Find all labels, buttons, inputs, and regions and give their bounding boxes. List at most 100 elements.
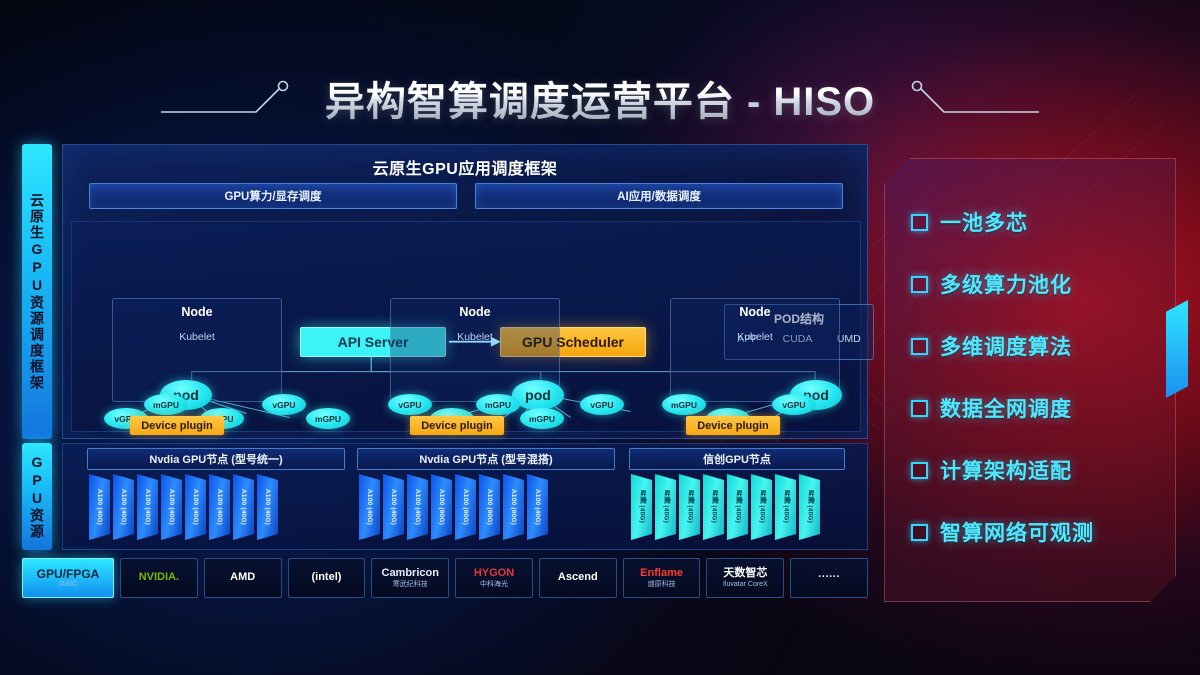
node-2-title: Node: [739, 305, 771, 319]
gpu-group-nvidia-uniform: Nvdia GPU节点 (型号统一) A100 (40G) A100 (40G) A…: [87, 448, 345, 547]
vendor-logo-2-name: AMD: [230, 571, 256, 584]
node-1-kubelet: Kubelet: [457, 331, 493, 343]
node-0-device-plugin[interactable]: Device plugin: [130, 416, 224, 435]
gpu-group-0-rack: A100 (40G) A100 (40G) A100 (40G) A100 (40G)…: [89, 474, 343, 544]
feature-item-5-label: 智算网络可观测: [940, 522, 1094, 545]
gpu-scheduler-node[interactable]: GPU Scheduler: [500, 327, 646, 357]
vendor-logo-1[interactable]: NVIDIA.: [120, 558, 198, 598]
node-2-gpu-0[interactable]: mGPU: [662, 394, 706, 415]
feature-item-0[interactable]: 一池多芯: [911, 191, 1175, 253]
pod-badge-1[interactable]: pod: [512, 380, 564, 410]
checkbox-square-icon: [911, 276, 928, 293]
gpu-card-1-0[interactable]: A100 (40G): [359, 474, 380, 540]
node-1-device-plugin[interactable]: Device plugin: [410, 416, 504, 435]
vendor-logo-9[interactable]: ······: [790, 558, 869, 598]
vendor-logo-4[interactable]: Cambricon 寒武纪科技: [371, 558, 450, 598]
pod-structure-box: POD结构 APP CUDA UMD: [724, 304, 874, 360]
vendor-logo-9-name: ······: [818, 571, 841, 584]
gpu-card-1-3[interactable]: A100 (80G): [431, 474, 452, 540]
vendor-logo-7[interactable]: Enflame 燧原科技: [622, 558, 701, 598]
node-0-gpu-0-label: vGPU: [114, 413, 138, 424]
vendor-logo-1-name: NVIDIA.: [138, 571, 180, 584]
node-1-gpu-4[interactable]: vGPU: [580, 394, 624, 415]
node-2-device-plugin-label: Device plugin: [697, 419, 769, 432]
gpu-card-0-4[interactable]: A100 (40G): [185, 474, 206, 540]
vendor-logo-3[interactable]: (intel): [287, 558, 366, 598]
feature-item-1[interactable]: 多级算力池化: [911, 253, 1175, 315]
gpu-card-0-3[interactable]: A100 (40G): [161, 474, 182, 540]
feature-item-3[interactable]: 数据全网调度: [911, 377, 1175, 439]
gpu-card-2-1[interactable]: 昇腾 (40G): [655, 474, 676, 540]
api-server-label: API Server: [337, 334, 409, 350]
gpu-card-1-2-label: A100 (40G): [414, 489, 421, 525]
checkbox-square-icon: [911, 462, 928, 479]
gpu-card-1-1-label: A100 (40G): [390, 489, 397, 525]
gpu-card-2-4[interactable]: 昇腾 (40G): [727, 474, 748, 540]
gpu-card-2-3[interactable]: 昇腾 (40G): [703, 474, 724, 540]
node-0-gpu-3[interactable]: vGPU: [262, 394, 306, 415]
gpu-scheduler-label: GPU Scheduler: [522, 334, 624, 350]
gpu-card-1-7-label: A100 (40G): [534, 489, 541, 525]
gpu-card-2-5[interactable]: 昇腾 (40G): [751, 474, 772, 540]
gpu-card-1-7[interactable]: A100 (40G): [527, 474, 548, 540]
node-0-title: Node: [181, 305, 213, 319]
feature-item-2[interactable]: 多维调度算法: [911, 315, 1175, 377]
gpu-card-2-0[interactable]: 昇腾 (40G): [631, 474, 652, 540]
node-2-device-plugin[interactable]: Device plugin: [686, 416, 780, 435]
feature-item-2-label: 多维调度算法: [940, 336, 1072, 359]
gpu-card-1-1[interactable]: A100 (40G): [383, 474, 404, 540]
gpu-card-1-6[interactable]: A100 (80G): [503, 474, 524, 540]
checkbox-square-icon: [911, 338, 928, 355]
vendor-logo-8[interactable]: 天数智芯 Iluvatar CoreX: [706, 558, 785, 598]
vendor-logo-3-name: (intel): [311, 571, 342, 584]
node-0-gpu-4[interactable]: mGPU: [306, 408, 350, 429]
feature-highlight-panel: 一池多芯多级算力池化多维调度算法数据全网调度计算架构适配 智算网络可观测: [884, 158, 1176, 602]
gpu-card-0-2[interactable]: A100 (40G): [137, 474, 158, 540]
vendor-logo-0[interactable]: GPU/FPGA/ASIC: [22, 558, 114, 598]
vendor-logo-7-subname: 燧原科技: [647, 580, 676, 588]
gpu-resource-container: Nvdia GPU节点 (型号统一) A100 (40G) A100 (40G) A…: [62, 443, 868, 550]
gpu-card-1-4[interactable]: A100 (80G): [455, 474, 476, 540]
node-0-gpu-1[interactable]: mGPU: [144, 394, 188, 415]
gpu-group-0-label: Nvdia GPU节点 (型号统一): [87, 448, 345, 470]
node-2-gpu-2[interactable]: vGPU: [772, 394, 816, 415]
feature-item-4[interactable]: 计算架构适配: [911, 439, 1175, 501]
gpu-card-0-7[interactable]: A100 (40G): [257, 474, 278, 540]
gpu-card-0-4-label: A100 (40G): [192, 489, 199, 525]
gpu-card-2-6[interactable]: 昇腾 (40G): [775, 474, 796, 540]
vendor-logo-0-subname: /ASIC: [58, 581, 78, 589]
gpu-card-1-5-label: A100 (80G): [486, 489, 493, 525]
vendor-logo-6[interactable]: Ascend: [538, 558, 617, 598]
gpu-card-0-6[interactable]: A100 (40G): [233, 474, 254, 540]
node-1-gpu-1[interactable]: mGPU: [476, 394, 520, 415]
node-1-device-plugin-label: Device plugin: [421, 419, 493, 432]
gpu-card-1-3-label: A100 (80G): [438, 489, 445, 525]
sidebar-label-gpu-resource-text: GPU资源: [29, 453, 45, 540]
title-bar: 异构智算调度运营平台 - HISO: [0, 62, 1200, 134]
node-1-gpu-0[interactable]: vGPU: [388, 394, 432, 415]
gpu-card-2-7[interactable]: 昇腾 (40G): [799, 474, 820, 540]
title-left-deco-icon: [160, 80, 289, 113]
sidebar-label-framework-text: 云原生GPU资源调度框架: [29, 192, 45, 391]
gpu-card-1-5[interactable]: A100 (80G): [479, 474, 500, 540]
gpu-card-1-2[interactable]: A100 (40G): [407, 474, 428, 540]
gpu-card-0-5[interactable]: A100 (40G): [209, 474, 230, 540]
vendor-logo-7-name: Enflame: [640, 567, 683, 580]
node-1-gpu-4-label: vGPU: [590, 399, 614, 410]
gpu-card-0-1-label: A100 (40G): [120, 489, 127, 525]
gpu-card-0-1[interactable]: A100 (40G): [113, 474, 134, 540]
framework-subbox-ai-data-scheduling[interactable]: AI应用/数据调度: [475, 183, 843, 209]
vendor-logo-2[interactable]: AMD: [203, 558, 282, 598]
feature-item-4-label: 计算架构适配: [940, 460, 1072, 483]
gpu-card-0-0[interactable]: A100 (40G): [89, 474, 110, 540]
vendor-logo-5[interactable]: HYGON 中科海光: [455, 558, 533, 598]
api-server-node[interactable]: API Server: [300, 327, 446, 357]
node-1-gpu-3[interactable]: mGPU: [520, 408, 564, 429]
feature-item-0-label: 一池多芯: [940, 212, 1028, 235]
feature-item-5[interactable]: 智算网络可观测: [911, 501, 1175, 563]
gpu-card-2-2[interactable]: 昇腾 (40G): [679, 474, 700, 540]
framework-subbox-compute-scheduling[interactable]: GPU算力/显存调度: [89, 183, 457, 209]
pod-structure-items: APP CUDA UMD: [725, 333, 873, 345]
vendor-logo-row: GPU/FPGA/ASIC NVIDIA. AMD (intel) Cambricon 寒…: [22, 558, 869, 598]
